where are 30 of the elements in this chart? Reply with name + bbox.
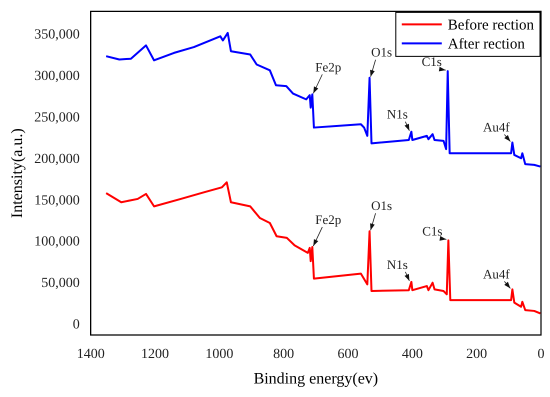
annotation: O1s [371,44,392,60]
x-tick-label: 1400 [76,347,105,362]
annotation: Fe2p [315,59,342,74]
y-tick-label: 150,000 [34,193,80,208]
y-tick-label: 350,000 [34,27,80,42]
x-tick-label: 1000 [205,347,234,362]
annotation: C1s [422,223,442,238]
x-tick-label: 600 [338,347,359,362]
y-tick-label: 300,000 [34,68,80,84]
annotation: Au4f [483,119,510,134]
x-tick-label: 200 [466,347,488,362]
x-axis-title: Binding energy(ev) [254,370,378,388]
annotation: Au4f [483,266,510,282]
x-tick-label: 1200 [141,347,170,362]
annotation: O1s [371,198,392,214]
x-tick-label: 400 [402,347,423,362]
y-tick-label: 100,000 [34,234,80,250]
y-tick-label: 50,000 [41,276,80,292]
legend-label: Before rection [448,17,534,34]
y-tick-label: 250,000 [34,110,80,126]
y-tick-label: 200,000 [34,152,80,167]
legend-label: After rection [448,36,526,52]
x-tick-label: 800 [273,347,294,362]
annotation: N1s [386,256,408,272]
x-tick-label: 0 [538,347,544,362]
y-axis-title: Intensity(a.u.) [8,128,26,218]
y-tick-label: 0 [72,318,80,333]
annotation: Fe2p [315,212,342,227]
annotation: N1s [386,106,408,122]
annotation: C1s [422,54,442,70]
